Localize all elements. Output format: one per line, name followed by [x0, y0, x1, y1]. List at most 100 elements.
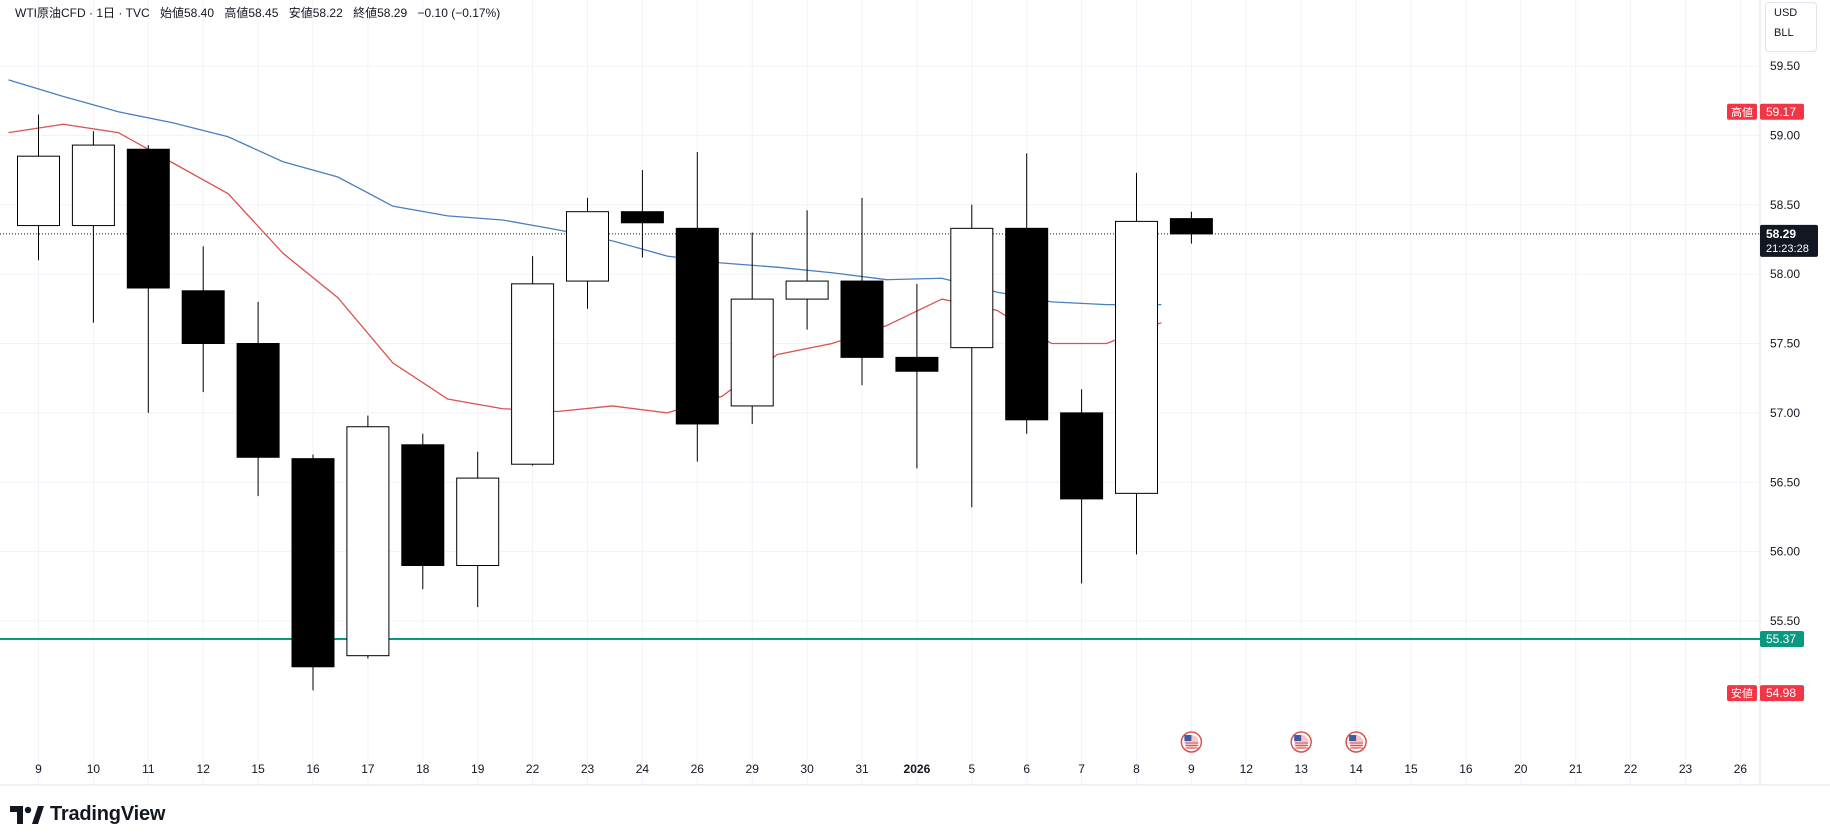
currency-unit-selector[interactable]: USD BLL — [1765, 2, 1817, 52]
candle-body-up — [1115, 220, 1158, 494]
time-tick-label: 17 — [361, 762, 375, 776]
price-tick-label: 57.50 — [1770, 337, 1800, 351]
candle — [291, 454, 335, 691]
candle-body-down — [291, 458, 335, 668]
candle-body-up — [950, 227, 994, 349]
candle-body-up — [346, 426, 390, 657]
candle — [950, 204, 994, 508]
candle — [1115, 172, 1158, 555]
price-tick-label: 55.50 — [1770, 614, 1800, 628]
candle — [401, 433, 445, 590]
low-badge-value: 54.98 — [1766, 686, 1796, 700]
candle-body-up — [71, 144, 115, 227]
candle-body-down — [675, 227, 719, 425]
time-tick-label: 7 — [1078, 762, 1085, 776]
price-tick-label: 56.00 — [1770, 545, 1800, 559]
time-axis-labels: 9 10 11 12 15 16 17 18 19 22 23 24 26 29 30 31 2026 5 6 7 8 9… — [35, 762, 1747, 776]
time-tick-label: 16 — [306, 762, 320, 776]
time-tick-label: 11 — [142, 762, 155, 776]
countdown-value: 21:23:28 — [1766, 243, 1809, 255]
price-tick-label: 57.00 — [1770, 406, 1800, 420]
candle — [17, 114, 60, 261]
candle-body-down — [1060, 412, 1104, 500]
candle-body-down — [236, 343, 280, 458]
ohlc-change: −0.10 (−0.17%) — [417, 6, 501, 20]
symbol-header: WTI原油CFD · 1日 · TVC 始値58.40 高値58.45 安値58… — [15, 4, 507, 21]
candle — [785, 210, 829, 330]
ohlc-high: 高値58.45 — [224, 6, 279, 20]
candle — [456, 451, 500, 608]
tradingview-logo-icon — [10, 805, 44, 824]
candle — [236, 301, 280, 497]
time-tick-label: 8 — [1133, 762, 1140, 776]
candle — [126, 145, 170, 413]
time-tick-label: 5 — [968, 762, 975, 776]
candle — [181, 246, 225, 393]
time-tick-label: 15 — [1404, 762, 1418, 776]
candle — [730, 232, 774, 424]
ohlc-low: 安値58.22 — [288, 6, 343, 20]
support-badge: 55.37 — [1760, 631, 1804, 648]
candle — [511, 256, 555, 466]
time-tick-label: 23 — [1679, 762, 1693, 776]
time-tick-label: 23 — [581, 762, 595, 776]
candle — [346, 415, 390, 659]
candle-body-up — [566, 211, 609, 282]
candle — [895, 283, 939, 469]
time-tick-label: 31 — [855, 762, 869, 776]
candles — [17, 114, 1213, 691]
high-badge: 高値 59.17 — [1727, 103, 1804, 120]
candle-body-up — [730, 298, 774, 407]
time-tick-label: 14 — [1349, 762, 1363, 776]
low-badge: 安値 54.98 — [1727, 685, 1804, 702]
time-tick-label: 21 — [1569, 762, 1583, 776]
time-tick-label: 19 — [471, 762, 485, 776]
currency-label: USD — [1774, 7, 1798, 19]
high-badge-value: 59.17 — [1766, 105, 1796, 119]
tradingview-logo[interactable]: TradingView — [10, 803, 165, 826]
candle-body-up — [785, 280, 829, 300]
price-tick-label: 56.50 — [1770, 475, 1800, 489]
time-tick-label: 12 — [1240, 762, 1254, 776]
candle — [675, 152, 719, 462]
high-badge-label: 高値 — [1731, 105, 1753, 119]
candle — [1060, 389, 1104, 584]
time-tick-label: 20 — [1514, 762, 1528, 776]
candle-body-down — [126, 148, 170, 289]
time-tick-label: 22 — [526, 762, 540, 776]
low-badge-label: 安値 — [1731, 686, 1753, 700]
time-tick-label: 12 — [197, 762, 211, 776]
candle-body-down — [1005, 227, 1049, 421]
candle — [1005, 153, 1049, 434]
ohlc-open: 始値58.40 — [160, 6, 215, 20]
time-tick-label: 6 — [1023, 762, 1030, 776]
time-tick-label: 26 — [691, 762, 705, 776]
time-tick-label: 29 — [746, 762, 760, 776]
time-tick-label: 15 — [251, 762, 265, 776]
time-tick-label: 9 — [35, 762, 42, 776]
time-tick-label: 26 — [1734, 762, 1748, 776]
candle-body-down — [840, 280, 884, 358]
economic-events — [1180, 731, 1367, 753]
ohlc-close: 終値58.29 — [353, 6, 408, 20]
time-tick-label: 16 — [1459, 762, 1473, 776]
price-tick-label: 58.00 — [1770, 267, 1800, 281]
candle-body-down — [620, 211, 664, 224]
candle-body-down — [181, 290, 225, 344]
price-tick-label: 58.50 — [1770, 198, 1800, 212]
candle — [1169, 211, 1213, 244]
candle — [566, 197, 609, 309]
price-tick-label: 59.50 — [1770, 59, 1800, 73]
time-tick-label: 30 — [800, 762, 814, 776]
time-tick-label: 13 — [1295, 762, 1309, 776]
candle-body-up — [511, 283, 555, 465]
candle — [840, 197, 884, 386]
symbol-title[interactable]: WTI原油CFD · 1日 · TVC — [15, 6, 150, 20]
time-tick-label: 2026 — [904, 762, 931, 776]
candle-body-up — [17, 155, 60, 227]
time-tick-label: 10 — [87, 762, 101, 776]
last-price-value: 58.29 — [1766, 227, 1796, 241]
unit-label: BLL — [1774, 27, 1794, 39]
candle — [71, 131, 115, 323]
